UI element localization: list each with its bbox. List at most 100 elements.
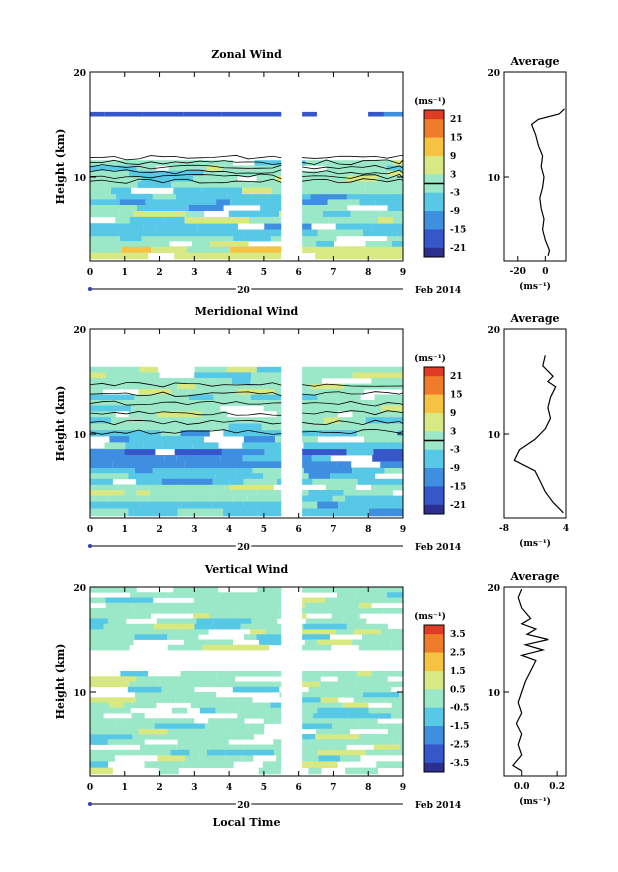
heatmap-cell [108, 495, 149, 502]
colorbar-band [424, 716, 444, 727]
heatmap-cell [90, 495, 109, 502]
colorbar-tick-label: -15 [450, 225, 466, 235]
heatmap-cell [353, 697, 386, 703]
heatmap-cell [232, 378, 251, 384]
heatmap-cell [168, 165, 190, 172]
heatmap-cell [264, 448, 298, 456]
colorbar-band [424, 698, 444, 709]
heatmap-cell [90, 473, 129, 480]
heatmap-cell [116, 193, 153, 200]
heatmap-cell [343, 686, 392, 693]
heatmap-cell [391, 241, 403, 247]
heatmap-cell [295, 734, 316, 740]
heatmap-cell [314, 744, 331, 751]
heatmap-cell [381, 366, 403, 373]
colorbar-band [424, 643, 444, 654]
heatmap-cell [137, 181, 154, 188]
heatmap-cell [373, 744, 400, 751]
heatmap-cell [368, 707, 403, 714]
heatmap-cell [184, 216, 226, 224]
heatmap-cell [171, 389, 189, 395]
heatmap-cell [90, 629, 137, 635]
heatmap-cell [316, 187, 366, 195]
heatmap-cell [379, 210, 395, 218]
colorbar-unit: (ms⁻¹) [414, 611, 446, 622]
heatmap-cell [167, 644, 203, 651]
heatmap-cell [359, 199, 376, 206]
heatmap-cell [353, 629, 381, 635]
heatmap-cell [311, 455, 331, 462]
heatmap-cell [179, 417, 197, 424]
heatmap-cell [90, 389, 103, 395]
heatmap-cell [141, 175, 172, 182]
heatmap-cell [387, 442, 403, 450]
heatmap-cell [90, 608, 110, 614]
heatmap-cell [177, 508, 224, 517]
heatmap-cell [143, 223, 156, 230]
colorbar-band [424, 495, 444, 506]
heatmap-cell [358, 734, 383, 740]
heatmap-cell [305, 618, 344, 625]
heatmap-cell [152, 193, 176, 200]
colorbar-tick-label: -1.5 [450, 722, 469, 732]
heatmap-cell [269, 461, 292, 468]
heatmap-cell [171, 181, 188, 188]
heatmap-cell [242, 442, 281, 450]
heatmap-cell [293, 366, 314, 373]
heatmap-cell [332, 723, 360, 730]
heatmap-cell [398, 383, 403, 390]
colorbar-band [424, 174, 444, 184]
heatmap-cell [128, 681, 159, 688]
heatmap-cell [261, 423, 284, 431]
colorbar-band [424, 680, 444, 690]
colorbar-band [424, 726, 444, 736]
heatmap-cell [109, 436, 130, 443]
heatmap-cell [305, 372, 353, 379]
heatmap-cell [188, 608, 235, 614]
heatmap-cell [252, 467, 304, 474]
heatmap-cell [303, 442, 349, 450]
heatmap-cell [251, 618, 278, 625]
heatmap-cell [148, 495, 191, 502]
average-y-tick-label: 20 [487, 326, 500, 336]
heatmap-cell [180, 671, 231, 677]
average-y-tick-label: 20 [487, 584, 500, 594]
heatmap-cell [374, 394, 403, 401]
heatmap-cell [90, 246, 122, 253]
plot-frame [89, 71, 404, 262]
average-unit: (ms⁻¹) [519, 796, 551, 807]
heatmap-cells [90, 111, 403, 260]
heatmap-cell [118, 229, 158, 237]
heatmap-cell [321, 181, 365, 188]
heatmap-cell [90, 405, 132, 412]
heatmap-cell [90, 423, 119, 431]
heatmap-cell [190, 495, 233, 502]
heatmap-cell [301, 495, 333, 502]
colorbar-band [424, 192, 444, 203]
heatmap-cell [254, 252, 283, 260]
x-tick-label: 1 [122, 783, 128, 793]
heatmap-cell [112, 461, 150, 468]
heatmap-cell [128, 170, 155, 177]
heatmap-cell [204, 723, 249, 730]
colorbar-band [424, 707, 444, 718]
x-tick-label: 3 [191, 268, 197, 278]
heatmap-cell [362, 692, 400, 698]
heatmap-cell [371, 378, 403, 384]
x-tick-label: 8 [365, 268, 371, 278]
heatmap-cell [283, 246, 334, 253]
heatmap-cell [192, 241, 211, 247]
heatmap-cell [380, 461, 403, 468]
heatmap-cell [158, 681, 190, 688]
x-tick-label: 9 [400, 268, 406, 278]
average-y-tick-label: 10 [487, 689, 500, 699]
colorbar-band [424, 367, 444, 377]
heatmap-cell [123, 702, 157, 709]
heatmap-cell [308, 686, 344, 693]
heatmap-cell [107, 739, 145, 745]
heatmap-cell [185, 755, 200, 762]
heatmap-cell [323, 602, 360, 609]
heatmap-cell [318, 423, 368, 431]
average-profile-line [511, 588, 549, 772]
heatmap-cell [218, 592, 240, 598]
